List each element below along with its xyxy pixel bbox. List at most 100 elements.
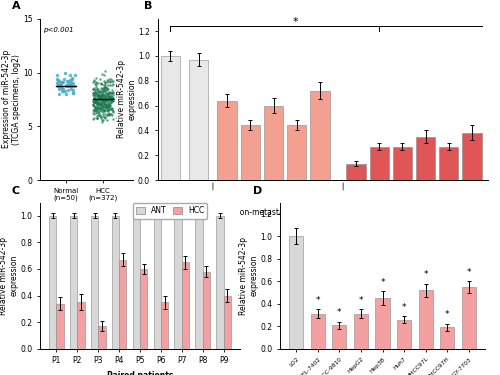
Point bbox=[97, 81, 105, 87]
Point bbox=[96, 101, 104, 107]
Point bbox=[106, 111, 114, 117]
Point bbox=[96, 114, 104, 120]
Point bbox=[96, 96, 104, 102]
Point bbox=[97, 106, 105, 112]
Point bbox=[102, 104, 110, 110]
Point bbox=[100, 107, 108, 113]
Point bbox=[92, 82, 100, 88]
Point bbox=[94, 80, 102, 86]
Point bbox=[106, 102, 114, 108]
Point bbox=[90, 100, 98, 106]
Point bbox=[90, 103, 98, 109]
Point bbox=[96, 112, 104, 118]
Text: p<0.001: p<0.001 bbox=[43, 27, 74, 33]
Point bbox=[90, 99, 98, 105]
Point bbox=[106, 97, 114, 103]
Point bbox=[108, 98, 116, 104]
Point bbox=[92, 96, 100, 102]
Point bbox=[100, 97, 108, 103]
Point bbox=[97, 108, 105, 114]
Point bbox=[94, 93, 102, 99]
Point bbox=[104, 100, 112, 106]
Point bbox=[56, 78, 64, 84]
Point bbox=[94, 86, 102, 92]
Point bbox=[104, 87, 112, 93]
Point bbox=[104, 94, 112, 100]
Text: *: * bbox=[292, 17, 298, 27]
Point bbox=[97, 85, 105, 91]
Point bbox=[90, 97, 98, 103]
Point bbox=[104, 91, 112, 97]
Point bbox=[55, 90, 63, 96]
Point bbox=[100, 88, 108, 94]
Bar bbox=[439, 147, 458, 180]
Point bbox=[101, 114, 109, 120]
Point bbox=[98, 117, 106, 123]
Point bbox=[92, 102, 100, 108]
Point bbox=[66, 77, 74, 83]
Point bbox=[92, 86, 100, 92]
Point bbox=[96, 89, 104, 95]
Point bbox=[102, 90, 110, 96]
Point bbox=[90, 95, 98, 101]
Point bbox=[97, 101, 105, 107]
Point bbox=[90, 105, 98, 111]
Bar bbox=[264, 106, 283, 180]
Bar bbox=[49, 216, 56, 349]
Point bbox=[100, 86, 108, 92]
Point bbox=[64, 87, 72, 93]
Point bbox=[92, 90, 100, 96]
Point bbox=[105, 102, 113, 108]
Point bbox=[106, 90, 114, 96]
Text: Non-metastasis HCC: Non-metastasis HCC bbox=[234, 209, 313, 218]
Point bbox=[90, 95, 98, 101]
Point bbox=[70, 87, 78, 93]
Point bbox=[98, 117, 106, 123]
Point bbox=[96, 100, 104, 106]
Point bbox=[98, 88, 106, 94]
Point bbox=[91, 93, 99, 99]
Point bbox=[101, 93, 109, 99]
Point bbox=[103, 91, 111, 97]
Bar bbox=[189, 60, 208, 180]
Point bbox=[102, 96, 110, 102]
Point bbox=[105, 112, 113, 118]
Point bbox=[104, 108, 112, 114]
Point bbox=[101, 98, 109, 104]
Point bbox=[92, 98, 100, 104]
Y-axis label: Relative miR-542-3p
expression: Relative miR-542-3p expression bbox=[0, 237, 19, 315]
Point bbox=[102, 87, 110, 93]
Point bbox=[105, 94, 113, 100]
Point bbox=[102, 85, 110, 91]
Point bbox=[90, 77, 98, 83]
Point bbox=[64, 83, 72, 89]
Point bbox=[108, 112, 116, 118]
Point bbox=[101, 100, 109, 106]
Point bbox=[59, 86, 67, 92]
Bar bbox=[98, 326, 106, 349]
Point bbox=[90, 92, 98, 98]
Point bbox=[101, 96, 109, 102]
Point bbox=[68, 76, 76, 82]
Point bbox=[92, 84, 100, 90]
Point bbox=[94, 113, 102, 119]
Bar bbox=[119, 260, 126, 349]
Point bbox=[108, 107, 116, 113]
Point bbox=[94, 100, 102, 106]
Legend: ANT, HCC: ANT, HCC bbox=[132, 203, 208, 219]
Point bbox=[91, 99, 99, 105]
Point bbox=[101, 80, 109, 86]
Point bbox=[100, 72, 108, 78]
Point bbox=[97, 94, 105, 100]
Point bbox=[98, 98, 106, 104]
Point bbox=[97, 102, 105, 108]
Point bbox=[96, 101, 104, 107]
Point bbox=[90, 92, 98, 98]
Point bbox=[108, 109, 116, 115]
Bar bbox=[290, 236, 304, 349]
Point bbox=[97, 93, 105, 99]
Point bbox=[107, 99, 115, 105]
Point bbox=[94, 93, 102, 99]
Point bbox=[94, 93, 102, 99]
Point bbox=[92, 100, 100, 106]
